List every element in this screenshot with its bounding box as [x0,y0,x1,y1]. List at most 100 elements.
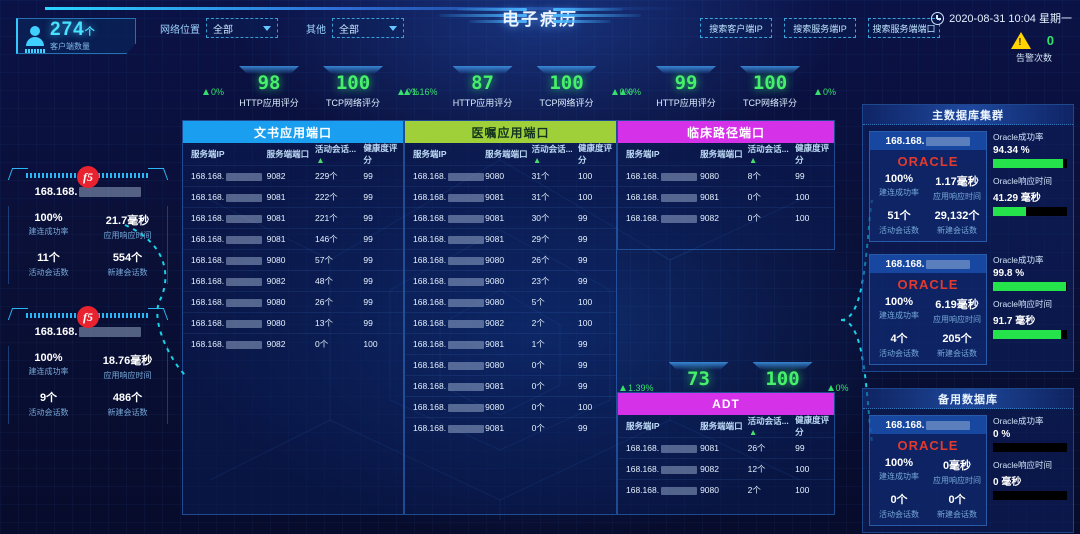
table-row[interactable]: 168.168. 9081 0个 99 [405,417,616,438]
f5-frame-top: f5 [7,166,169,188]
col-health: 健康度评分 [363,143,398,165]
col-sessions[interactable]: 活动会话... [532,143,578,165]
table-row[interactable]: 168.168. 9081 222个 99 [183,186,403,207]
table-row[interactable]: 168.168. 9081 26个 99 [618,437,834,458]
cell-server-ip: 168.168. [405,423,485,433]
cell-server-port: 9080 [485,402,505,412]
db-card[interactable]: 168.168. ORACLE 100% 建连成功率 0毫秒 应用响应时间 0个 活动会话数 0… [863,409,1073,532]
metric-label: 活动会话数 [879,510,919,519]
table-row[interactable]: 168.168. 9082 2个 100 [405,312,616,333]
table-row[interactable]: 168.168. 9080 8个 99 [618,165,834,186]
table-row[interactable]: 168.168. 9080 5个 100 [405,291,616,312]
f5-metrics-2: 100% 建连成功率 18.76毫秒 应用响应时间 9个 活动会话数 486个 新建会话数 [8,346,168,424]
col-sessions[interactable]: 活动会话... [748,143,796,165]
table-row[interactable]: 168.168. 9080 0个 100 [405,396,616,417]
search-server-ip-button[interactable]: 搜索服务端IP [784,18,856,38]
cell-server-port: 9080 [485,171,505,181]
cell-server-port: 9080 [266,255,286,265]
table-row[interactable]: 168.168. 9081 29个 99 [405,228,616,249]
metric-value: 1.17毫秒 [935,176,979,188]
cell-server-ip: 168.168. [405,171,485,181]
db-metrics: 100% 建连成功率 1.17毫秒 应用响应时间 51个 活动会话数 29,132个 新建会话… [870,171,986,241]
cell-health: 99 [795,443,805,453]
client-count-card: 274个 客户端数量 [16,18,136,54]
cell-health: 99 [363,192,373,202]
score-change-right: 0% [611,87,633,109]
filter-select-other[interactable]: 全部 [332,18,404,38]
panel-title-adt: ADT [618,393,834,415]
cell-health: 99 [577,339,588,349]
col-health: 健康度评分 [795,143,830,165]
oracle-logo: ORACLE [897,438,959,453]
table-row[interactable]: 168.168. 9081 1个 99 [405,333,616,354]
table-row[interactable]: 168.168. 9082 0个 100 [618,207,834,228]
metric-value: 51个 [887,210,911,222]
sort-icon [750,430,756,435]
col-sessions[interactable]: 活动会话... [748,415,796,437]
table-row[interactable]: 168.168. 9082 48个 99 [183,270,403,291]
table-row[interactable]: 168.168. 9082 12个 100 [618,458,834,479]
db-card[interactable]: 168.168. ORACLE 100% 建连成功率 1.17毫秒 应用响应时间 51个 活动… [863,125,1073,248]
col-sessions[interactable]: 活动会话... [315,143,363,165]
table-row[interactable]: 168.168. 9080 13个 99 [183,312,403,333]
db-card[interactable]: 168.168. ORACLE 100% 建连成功率 6.19毫秒 应用响应时间 4个 活动会… [863,248,1073,371]
table-row[interactable]: 168.168. 9081 146个 99 [183,228,403,249]
table-row[interactable]: 168.168. 9080 57个 99 [183,249,403,270]
cell-health: 99 [363,318,373,328]
table-row[interactable]: 168.168. 9080 26个 99 [405,249,616,270]
table-row[interactable]: 168.168. 9080 0个 99 [405,354,616,375]
table-row[interactable]: 168.168. 9081 221个 99 [183,207,403,228]
cell-server-port: 9080 [485,255,505,265]
cell-sessions: 31个 [531,192,550,202]
table-row[interactable]: 168.168. 9082 0个 100 [183,333,403,354]
cell-server-ip: 168.168. [618,443,700,453]
score-group-doc: 0% 98 HTTP应用评分 100 TCP网络评分 0% [203,64,419,109]
filter-select-location[interactable]: 全部 [206,18,278,38]
table-row[interactable]: 168.168. 9080 23个 99 [405,270,616,291]
table-row[interactable]: 168.168. 9081 0个 100 [618,186,834,207]
cell-sessions: 57个 [314,255,333,265]
f5-ip-1: 168.168. [8,186,168,198]
cell-server-ip: 168.168. [183,213,267,223]
metric: 486个 新建会话数 [88,389,167,418]
table-row[interactable]: 168.168. 9080 31个 100 [405,165,616,186]
db-metrics: 100% 建连成功率 6.19毫秒 应用响应时间 4个 活动会话数 205个 新建会话数 [870,294,986,364]
cell-server-port: 9081 [485,234,505,244]
cell-server-ip: 168.168. [405,360,485,370]
cell-server-ip: 168.168. [405,381,485,391]
metric-label: 建连成功率 [879,311,919,320]
cell-sessions: 146个 [314,234,338,244]
search-server-port-button[interactable]: 搜索服务端端口 [868,18,940,38]
score-group-clinical: 0% 99 HTTP应用评分 100 TCP网络评分 0% [620,64,836,109]
table-row[interactable]: 168.168. 9081 30个 99 [405,207,616,228]
table-row[interactable]: 168.168. 9081 0个 99 [405,375,616,396]
clock-icon [931,11,945,25]
panel-order-ports: 医嘱应用端口 服务端IP 服务端端口 活动会话... 健康度评分 168.168… [404,120,617,515]
cell-server-port: 9080 [485,297,505,307]
score-change-left: 1.39% [620,383,654,405]
http-score-order: 87 HTTP应用评分 [444,64,522,109]
table-row[interactable]: 168.168. 9082 229个 99 [183,165,403,186]
table-row[interactable]: 168.168. 9080 2个 100 [618,479,834,500]
oracle-resp-bar [993,207,1067,216]
metric-label: 应用响应时间 [103,371,152,380]
panel-title-doc: 文书应用端口 [183,121,403,143]
cell-health: 99 [363,276,373,286]
cell-health: 99 [577,360,588,370]
table-row[interactable]: 168.168. 9081 31个 100 [405,186,616,207]
oracle-success-bar [993,443,1067,452]
metric-value: 18.76毫秒 [102,355,153,367]
score-change-left: 0% [620,87,641,109]
table-row[interactable]: 168.168. 9080 26个 99 [183,291,403,312]
datetime-display: 2020-08-31 10:04 星期一 [931,10,1072,26]
cell-server-port: 9080 [266,297,286,307]
db-ip: 168.168. [870,132,986,150]
cell-server-port: 9081 [485,423,505,433]
metric-label: 建连成功率 [28,367,69,376]
cell-sessions: 26个 [531,255,550,265]
cell-health: 99 [363,297,373,307]
search-client-ip-button[interactable]: 搜索客户端IP [700,18,772,38]
cell-health: 100 [577,297,593,307]
cell-sessions: 1个 [531,339,545,349]
cell-server-ip: 168.168. [183,234,267,244]
